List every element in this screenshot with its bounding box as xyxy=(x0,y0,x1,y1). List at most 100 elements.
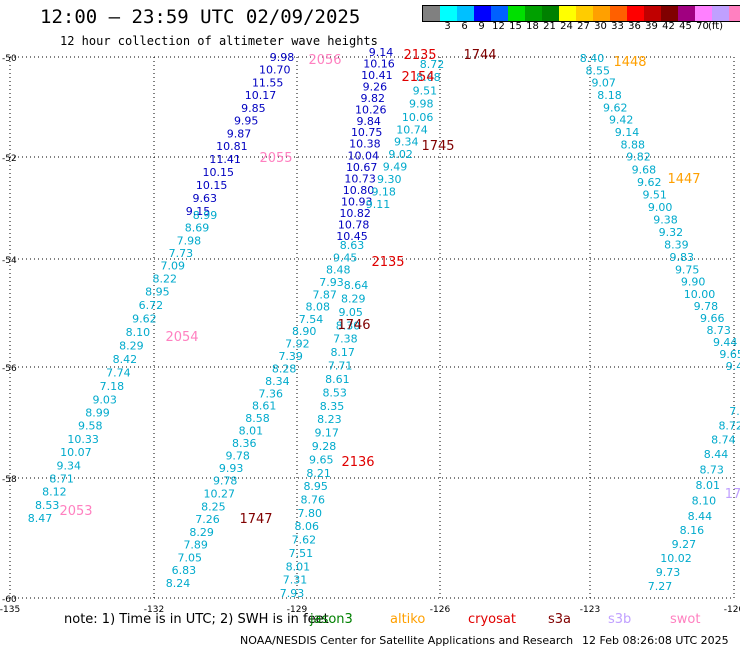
colorbar-swatch xyxy=(457,6,474,21)
wave-height-value: 10.02 xyxy=(660,552,692,565)
wave-height-value: 8.88 xyxy=(621,138,646,151)
wave-height-value: 9.02 xyxy=(388,148,413,161)
colorbar-tick-label: 21 xyxy=(543,21,556,32)
wave-height-value: 9.85 xyxy=(241,102,266,115)
colorbar-tick-label: 9 xyxy=(478,21,485,32)
wave-height-value: 8.12 xyxy=(42,486,67,499)
wave-height-value: 7.98 xyxy=(177,234,202,247)
wave-height-tracks: 9.9810.7011.5510.179.859.959.8710.8111.4… xyxy=(28,46,740,600)
colorbar-tick-label: 15 xyxy=(509,21,522,32)
satellite-legend-s3a: s3a xyxy=(548,612,572,627)
wave-height-value: 9.27 xyxy=(672,538,697,551)
wave-height-value: 8.55 xyxy=(586,64,611,77)
wave-height-value: 8.48 xyxy=(326,264,351,277)
colorbar-swatch xyxy=(644,6,661,21)
wave-height-value: 7.93 xyxy=(319,276,344,289)
wave-height-value: 7.36 xyxy=(259,387,284,400)
colorbar-tick-label: 12 xyxy=(492,21,505,32)
colorbar-tick-label: 33 xyxy=(611,21,624,32)
wave-height-value: 9.51 xyxy=(642,188,667,201)
colorbar-tick-label: 24 xyxy=(560,21,573,32)
pass-time-label: 2135 xyxy=(403,48,436,63)
colorbar-swatch xyxy=(440,6,457,21)
satellite-legend: jason3 altiko cryosat s3a s3b swot xyxy=(0,612,740,630)
wave-height-value: 8.95 xyxy=(303,480,328,493)
wave-height-value: 8.10 xyxy=(692,495,717,508)
colorbar-swatch xyxy=(508,6,525,21)
wave-height-value: 9.75 xyxy=(675,263,700,276)
wave-height-value: 8.29 xyxy=(189,526,214,539)
colorbar-swatch xyxy=(695,6,712,21)
wave-height-value: 9.90 xyxy=(681,276,706,289)
wave-height-value: 10.75 xyxy=(351,126,383,139)
wave-height-value: 6.83 xyxy=(172,564,197,577)
wave-height-value: 6.72 xyxy=(139,299,164,312)
pass-time-label: 1744 xyxy=(463,48,496,63)
wave-height-value: 9.78 xyxy=(213,475,238,488)
colorbar-tick-label: 27 xyxy=(577,21,590,32)
wave-height-value: 9.44 xyxy=(713,336,738,349)
wave-height-value: 8.08 xyxy=(306,301,331,314)
wave-height-value: 8.36 xyxy=(232,437,257,450)
wave-height-value: 10.45 xyxy=(336,230,368,243)
wave-height-value: 8.21 xyxy=(306,467,331,480)
longitude-label: -129 xyxy=(287,605,308,615)
wave-height-value: 9.84 xyxy=(356,115,381,128)
wave-height-value: 7.18 xyxy=(100,380,125,393)
wave-height-value: 8.72 xyxy=(718,419,740,432)
wave-height-value: 9.34 xyxy=(394,136,419,149)
wave-height-value: 10.07 xyxy=(60,446,92,459)
colorbar-swatch xyxy=(542,6,559,21)
wave-height-value: 7.87 xyxy=(312,288,337,301)
pass-time-label: 1745 xyxy=(421,139,454,154)
wave-height-value: 9.95 xyxy=(234,115,259,128)
wave-height-value: 9.82 xyxy=(626,151,651,164)
wave-height-value: 9.28 xyxy=(312,440,337,453)
wave-height-value: 10.26 xyxy=(355,103,387,116)
wave-height-value: 7.26 xyxy=(195,513,220,526)
wave-height-value: 7.7 xyxy=(729,405,740,418)
wave-height-value: 7.93 xyxy=(280,587,305,600)
colorbar-tick-label: 39 xyxy=(645,21,658,32)
wave-height-value: 7.54 xyxy=(299,313,324,326)
longitude-label: -126 xyxy=(430,605,451,615)
wave-height-value: 9.58 xyxy=(78,420,103,433)
latitude-label: -50 xyxy=(2,54,17,64)
wave-height-value: 8.73 xyxy=(706,324,731,337)
wave-height-value: 9.30 xyxy=(377,173,402,186)
wave-height-value: 8.53 xyxy=(35,499,60,512)
generated-timestamp: 12 Feb 08:26:08 UTC 2025 xyxy=(582,634,729,647)
wave-height-value: 8.01 xyxy=(696,479,721,492)
wave-height-value: 7.05 xyxy=(178,551,203,564)
map-grid: -50 -52 -54 -56 -58 -60-135 -132 -129 -126 -123 -1… xyxy=(0,54,740,615)
wave-height-value: 9.78 xyxy=(225,449,250,462)
pass-time-labels: 2056 2055 2054 2053 2135 2154 1744 1745 2135 1746… xyxy=(59,48,740,527)
wave-height-value: 8.53 xyxy=(322,386,347,399)
wave-height-value: 10.81 xyxy=(216,140,248,153)
wave-height-value: 10.04 xyxy=(348,149,380,162)
wave-height-value: 8.16 xyxy=(680,524,705,537)
wave-height-value: 8.44 xyxy=(688,510,713,523)
latitude-label: -56 xyxy=(2,364,17,374)
wave-height-value: 10.15 xyxy=(196,179,228,192)
wave-height-value: 10.82 xyxy=(339,207,371,220)
colorbar-swatch xyxy=(661,6,678,21)
wave-height-value: 8.63 xyxy=(340,239,365,252)
wave-height-value: 10.15 xyxy=(203,166,235,179)
wave-height-value: 10.38 xyxy=(349,138,381,151)
wave-height-value: 8.74 xyxy=(711,434,736,447)
wave-height-value: 8.73 xyxy=(699,463,724,476)
wave-height-value: 8.06 xyxy=(295,520,320,533)
pass-time-label: 1746 xyxy=(337,318,370,333)
wave-height-value: 7.92 xyxy=(285,338,310,351)
wave-height-value: 10.17 xyxy=(245,89,277,102)
wave-height-value: 9.51 xyxy=(413,84,438,97)
wave-height-value: 8.42 xyxy=(113,353,138,366)
wave-height-value: 9.14 xyxy=(369,46,394,59)
wave-height-value: 10.41 xyxy=(361,69,393,82)
pass-time-label: 2056 xyxy=(308,53,341,68)
wave-height-value: 8.25 xyxy=(201,500,226,513)
wave-height-value: 8.24 xyxy=(166,577,191,590)
pass-time-label: 1747 xyxy=(239,512,272,527)
